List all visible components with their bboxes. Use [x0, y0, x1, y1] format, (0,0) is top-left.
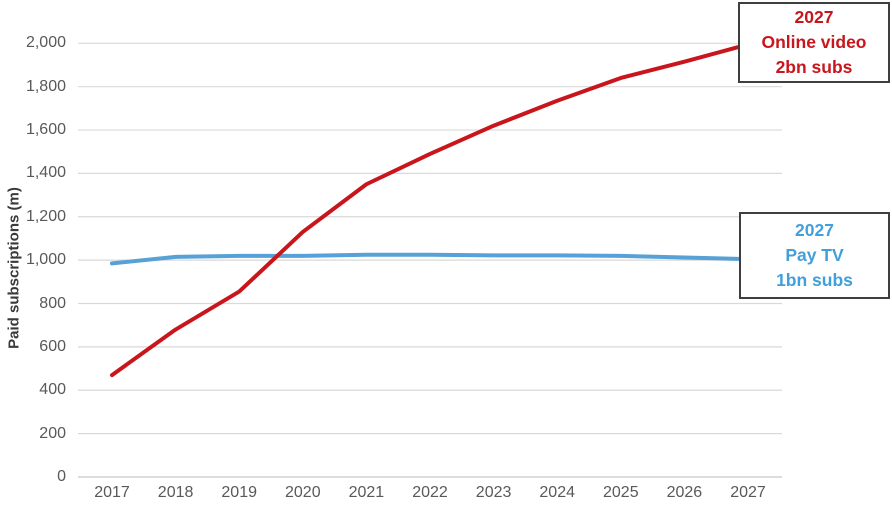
x-tick-label: 2023	[475, 484, 512, 501]
y-tick-label: 1,400	[25, 164, 66, 182]
annotation-value: 1bn subs	[776, 270, 853, 290]
y-tick-label: 1,200	[25, 207, 66, 225]
annotation-value: 2bn subs	[775, 57, 853, 77]
y-tick-label: 2,000	[25, 34, 66, 52]
x-tick-label: 2025	[603, 484, 639, 501]
y-tick-label: 800	[39, 294, 66, 312]
annotation-year: 2027	[795, 220, 834, 240]
annotation-pay-tv: 2027 Pay TV 1bn subs	[739, 212, 890, 299]
series-line-pay-tv	[110, 252, 750, 266]
x-tick-label: 2024	[539, 484, 575, 501]
annotation-year: 2027	[794, 7, 834, 27]
annotation-series: Pay TV	[785, 245, 844, 265]
y-tick-label: 400	[39, 381, 66, 399]
x-tick-label: 2020	[285, 484, 321, 501]
y-tick-label: 1,000	[25, 251, 66, 269]
y-tick-label: 1,800	[25, 77, 66, 95]
annotation-online-video: 2027 Online video 2bn subs	[738, 2, 890, 83]
x-tick-label: 2022	[412, 484, 448, 501]
x-tick-label: 2018	[157, 484, 194, 501]
series-line-online-video	[110, 42, 750, 378]
y-tick-label: 200	[39, 424, 66, 442]
y-tick-label: 0	[57, 468, 66, 485]
x-tick-label: 2021	[348, 484, 385, 501]
x-tick-label: 2017	[94, 484, 130, 501]
annotation-series: Online video	[761, 32, 867, 52]
y-tick-label: 600	[39, 337, 66, 355]
y-tick-label: 1,600	[25, 121, 66, 139]
x-tick-label: 2019	[221, 484, 257, 501]
x-tick-label: 2026	[666, 484, 703, 501]
x-tick-label: 2027	[730, 484, 766, 501]
